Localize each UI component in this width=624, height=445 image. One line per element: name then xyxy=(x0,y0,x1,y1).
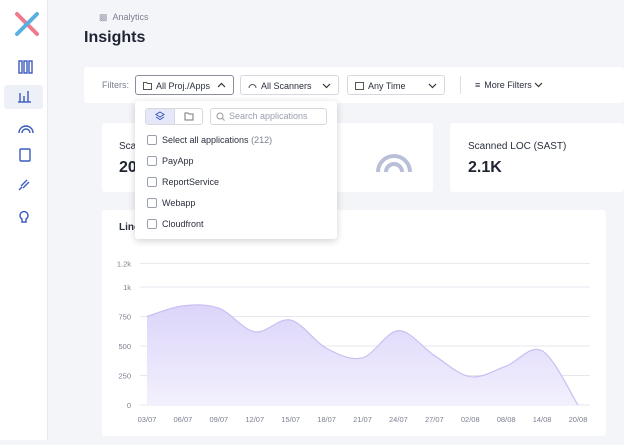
chevron xyxy=(322,83,331,89)
plot-area xyxy=(146,304,579,405)
toggle-folders[interactable] xyxy=(175,109,203,124)
option-text: Webapp xyxy=(162,198,196,208)
card-icon xyxy=(376,154,412,173)
card-value: 20 xyxy=(119,159,137,176)
x-tick-label: 06/07 xyxy=(174,415,193,424)
x-tick-label: 08/08 xyxy=(497,415,516,424)
chevron xyxy=(428,83,437,89)
y-tick-label: 250 xyxy=(118,372,131,381)
dropdown: Search applications Select all applicati… xyxy=(135,101,337,239)
view-toggle xyxy=(145,108,203,125)
x-tick-label: 12/07 xyxy=(245,415,264,424)
checkbox[interactable] xyxy=(147,219,157,229)
search-input[interactable]: Search applications xyxy=(210,108,327,125)
option-text: Select all applications xyxy=(162,135,249,145)
nav-projects[interactable] xyxy=(18,60,33,74)
x-tick-label: 24/07 xyxy=(389,415,408,424)
option-text: PayApp xyxy=(162,156,194,166)
x-tick-label: 03/07 xyxy=(138,415,157,424)
breadcrumb[interactable]: ▩ Analytics xyxy=(99,12,149,22)
filter-button[interactable]: All Scanners xyxy=(240,75,339,95)
sidebar-icons xyxy=(4,12,43,223)
nav-analytics[interactable] xyxy=(18,91,31,103)
chevron xyxy=(217,82,226,88)
x-tick-label: 27/07 xyxy=(425,415,444,424)
x-tick-label: 02/08 xyxy=(461,415,480,424)
x-tick-label: 09/07 xyxy=(209,415,228,424)
x-tick-label: 20/08 xyxy=(569,415,588,424)
option[interactable]: Cloudfront xyxy=(147,219,204,229)
more-filters[interactable]: ≡ More Filters xyxy=(475,80,543,90)
nav-integrations[interactable] xyxy=(18,179,30,191)
page-title: Insights xyxy=(84,29,146,46)
option[interactable]: Webapp xyxy=(147,198,195,208)
x-tick-label: 15/07 xyxy=(281,415,300,424)
nav-ideas[interactable] xyxy=(19,210,29,223)
search-placeholder: Search applications xyxy=(229,111,308,121)
scanner-icon xyxy=(248,84,257,89)
option-count: (212) xyxy=(251,135,273,145)
logo xyxy=(15,12,39,36)
filter-button-text: Any Time xyxy=(368,81,406,91)
card-label: Scanned LOC (SAST) xyxy=(468,141,567,152)
filter-button-text: All Scanners xyxy=(261,81,312,91)
card-value: 2.1K xyxy=(468,159,502,176)
stat-card: Scanned LOC (SAST) 2.1K xyxy=(450,123,624,192)
card-label: Sca xyxy=(119,141,137,152)
breadcrumb-text[interactable]: Analytics xyxy=(112,12,149,22)
filter-button[interactable]: Any Time xyxy=(347,75,445,95)
x-tick-label: 14/08 xyxy=(533,415,552,424)
area-line xyxy=(146,304,579,405)
y-tick-label: 1.2k xyxy=(117,259,131,268)
option[interactable]: ReportService xyxy=(147,177,219,187)
area xyxy=(147,304,578,405)
checkbox[interactable] xyxy=(147,177,157,187)
separator xyxy=(460,76,461,94)
y-tick-label: 750 xyxy=(118,313,131,322)
checkbox[interactable] xyxy=(147,198,157,208)
chart-title: Line xyxy=(119,222,140,233)
x-tick-label: 21/07 xyxy=(353,415,372,424)
y-tick-label: 0 xyxy=(127,401,131,410)
calendar-icon xyxy=(355,82,364,90)
option-text: Cloudfront xyxy=(162,219,204,229)
y-tick-label: 500 xyxy=(118,342,131,351)
filter-label: Filters: xyxy=(102,80,129,90)
more-filters-text[interactable]: More Filters xyxy=(484,80,532,90)
toggle-layers[interactable] xyxy=(146,109,175,124)
x-tick-label: 18/07 xyxy=(317,415,336,424)
folder-icon xyxy=(143,82,152,90)
filter-button[interactable]: All Proj./Apps xyxy=(135,75,234,95)
option-text: ReportService xyxy=(162,177,220,187)
option[interactable]: PayApp xyxy=(147,156,194,166)
checkbox[interactable] xyxy=(147,156,157,166)
nav-scans[interactable] xyxy=(18,125,34,134)
sidebar xyxy=(0,0,48,440)
nav-reports[interactable] xyxy=(19,148,31,162)
select-all[interactable]: Select all applications (212) xyxy=(147,135,272,145)
filter-button-text: All Proj./Apps xyxy=(156,81,211,91)
y-tick-label: 1k xyxy=(123,283,131,292)
chevron xyxy=(534,82,543,88)
